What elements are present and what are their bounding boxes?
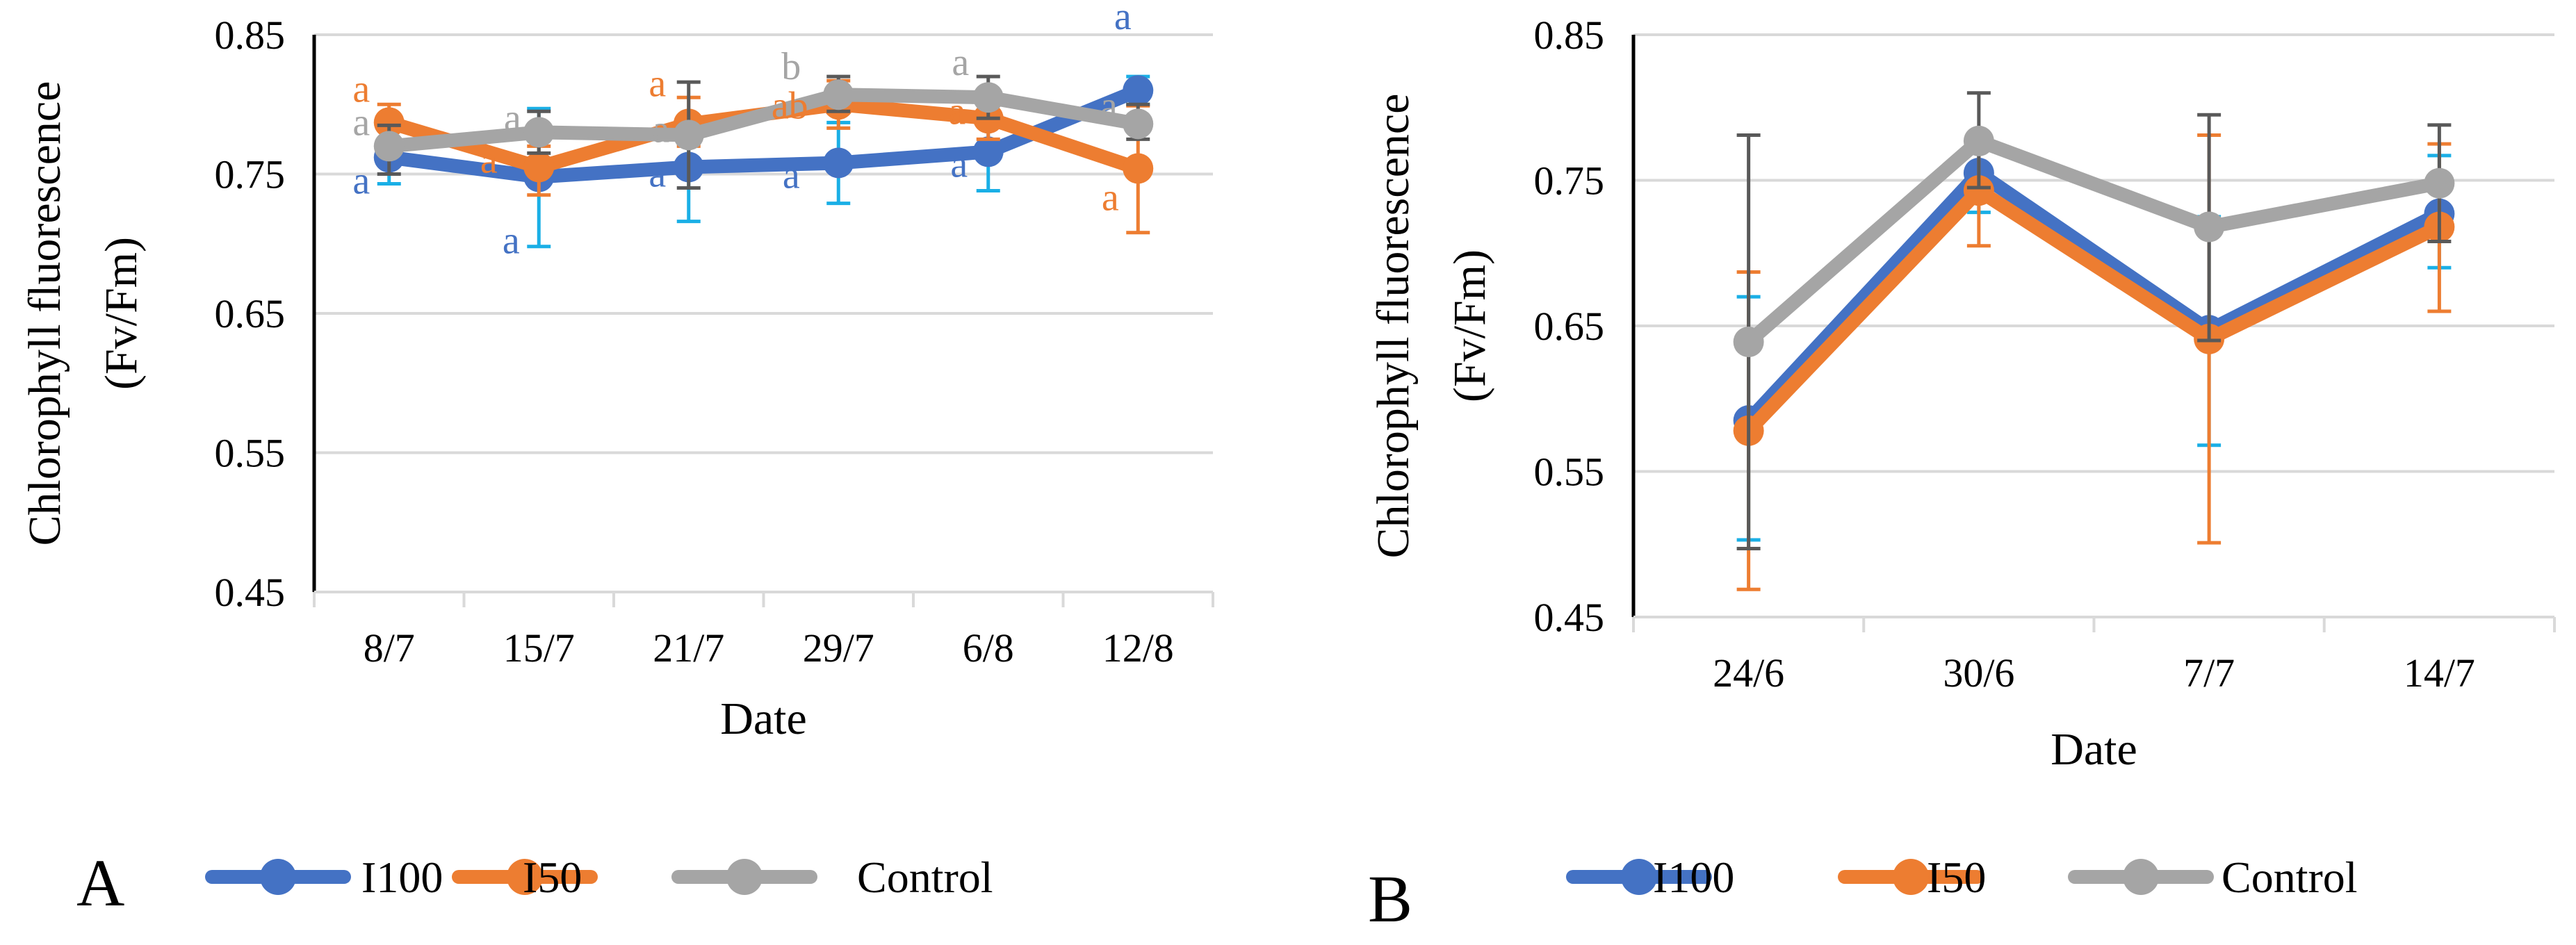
data-point-i50: [523, 151, 555, 183]
significance-letter: a: [1100, 84, 1118, 127]
y-tick-label: 0.85: [215, 13, 286, 58]
y-tick-label: 0.65: [215, 291, 286, 336]
x-tick-label: 12/8: [1102, 625, 1174, 671]
data-point-i50: [1963, 175, 1994, 206]
data-point-control: [523, 117, 555, 148]
significance-letter: a: [649, 62, 666, 105]
significance-letter: a: [352, 67, 370, 110]
legend-marker-i100: [1621, 859, 1657, 895]
y-axis-title-line2: (Fv/Fm): [96, 237, 147, 390]
data-point-control: [2194, 211, 2225, 243]
x-tick-label: 14/7: [2404, 650, 2475, 696]
significance-letter: a: [503, 220, 520, 263]
panel-a: 0.45 0.55 0.65 0.75 0.85 8/7 15/7 21/7 29/7 6/8 12…: [19, 0, 1214, 920]
significance-letter: a: [352, 159, 370, 202]
data-point-control: [2424, 167, 2455, 199]
legend-label-control: Control: [857, 853, 993, 902]
y-axis-title-line1: Chlorophyll fluorescence: [19, 81, 70, 546]
significance-letter: a: [783, 154, 800, 197]
y-tick-label: 0.65: [1534, 304, 1605, 349]
data-point-control: [1963, 125, 1994, 156]
legend-marker-control: [2123, 859, 2159, 895]
legend-label-i50: I50: [1927, 853, 1986, 902]
legend-label-i50: I50: [523, 853, 582, 902]
y-tick-label: 0.45: [1534, 595, 1605, 640]
significance-letter: a: [1114, 0, 1132, 38]
significance-letter: ab: [772, 84, 808, 127]
significance-letter: b: [781, 45, 801, 88]
y-axis-title-line1: Chlorophyll fluorescence: [1368, 94, 1419, 559]
legend-marker-i50: [1893, 859, 1929, 895]
significance-letter: a: [649, 152, 666, 195]
series-line-i50: [1741, 183, 2447, 438]
data-point-control: [1123, 108, 1154, 140]
panel-b: 0.45 0.55 0.65 0.75 0.85 24/6 30/6 7/7 14/7 Date C…: [1368, 13, 2556, 936]
series-line-control: [1741, 133, 2447, 350]
panel-label: A: [76, 846, 124, 920]
x-tick-label: 30/6: [1943, 650, 2014, 696]
significance-letter: a: [652, 108, 669, 151]
significance-letter: a: [504, 97, 521, 140]
data-point-i50: [1123, 153, 1154, 184]
x-tick-label: 15/7: [503, 625, 575, 671]
data-point-control: [673, 120, 704, 151]
data-point-i50: [373, 107, 405, 138]
data-point-control: [373, 131, 405, 162]
significance-letter: a: [950, 142, 968, 186]
y-tick-label: 0.55: [215, 431, 286, 476]
series-line-i100: [382, 83, 1146, 184]
legend-marker-control: [726, 859, 763, 895]
y-tick-label: 0.45: [215, 570, 286, 615]
x-tick-label: 24/6: [1713, 650, 1784, 696]
significance-letter: a: [952, 41, 969, 84]
y-tick-label: 0.75: [215, 152, 286, 197]
data-point-i100: [972, 136, 1004, 167]
significance-letter: a: [1102, 176, 1119, 219]
legend-label-i100: I100: [1653, 853, 1734, 902]
legend-label-i100: I100: [361, 853, 443, 902]
data-point-control: [1733, 327, 1764, 358]
y-axis-title-line2: (Fv/Fm): [1444, 249, 1495, 402]
y-tick-label: 0.85: [1534, 13, 1605, 58]
significance-letter: a: [480, 138, 498, 181]
panel-label: B: [1368, 862, 1412, 936]
x-tick-label: 7/7: [2183, 650, 2235, 696]
significance-letter: a: [352, 101, 370, 144]
x-tick-label: 29/7: [803, 625, 874, 671]
series-line-i100: [1741, 166, 2447, 428]
x-tick-label: 8/7: [364, 625, 415, 671]
x-tick-label: 21/7: [653, 625, 724, 671]
y-tick-label: 0.75: [1534, 158, 1605, 204]
data-point-i100: [823, 147, 854, 179]
legend-marker-i50: [507, 859, 543, 895]
y-tick-label: 0.55: [1534, 450, 1605, 495]
legend-label-control: Control: [2222, 853, 2358, 902]
x-axis-title: Date: [2051, 724, 2137, 775]
data-point-control: [823, 79, 854, 110]
series-line-control: [382, 88, 1146, 154]
x-axis-title: Date: [720, 693, 807, 744]
legend-marker-i100: [260, 859, 296, 895]
significance-letter: a: [948, 90, 965, 133]
x-tick-label: 6/8: [963, 625, 1014, 671]
data-point-control: [972, 82, 1004, 113]
data-point-i100: [1123, 75, 1154, 106]
